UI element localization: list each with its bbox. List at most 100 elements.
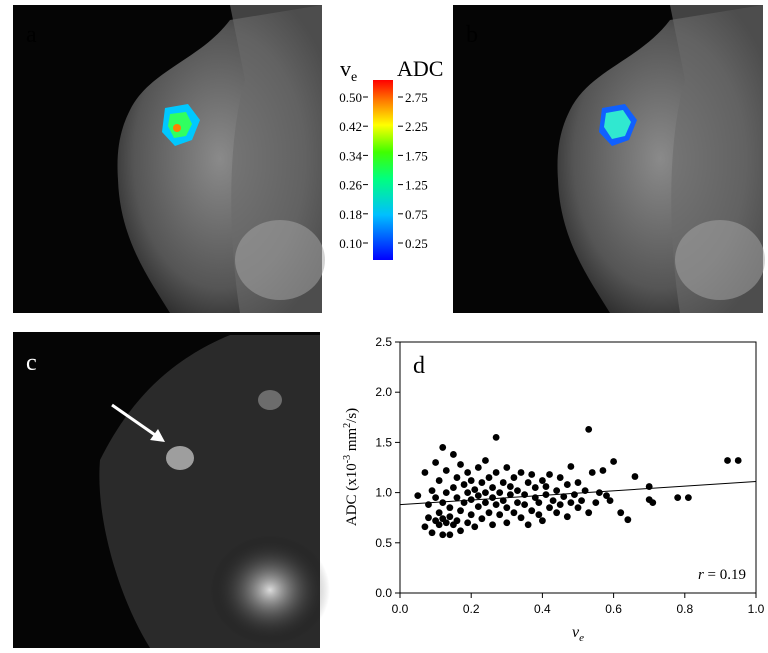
point xyxy=(432,459,439,466)
trend-line xyxy=(399,481,757,506)
point xyxy=(556,474,564,481)
point xyxy=(471,486,479,493)
adc-tick-label: 0.25 xyxy=(405,236,428,251)
annotation-text: = 0.19 xyxy=(704,567,746,583)
point xyxy=(503,464,511,471)
point xyxy=(510,509,518,517)
point xyxy=(506,491,514,499)
point xyxy=(524,521,532,529)
point xyxy=(563,481,571,488)
point xyxy=(414,492,422,500)
point xyxy=(503,519,511,527)
point xyxy=(450,484,457,491)
image-a xyxy=(13,5,325,313)
point xyxy=(482,457,489,464)
point xyxy=(435,509,443,517)
point xyxy=(517,514,525,522)
point xyxy=(514,499,521,507)
adc-tick-label: 2.75 xyxy=(405,90,428,105)
point xyxy=(499,479,507,486)
point xyxy=(453,517,461,525)
x-label-sub: e xyxy=(579,632,584,644)
y-tick-label: 0.5 xyxy=(375,536,392,550)
point xyxy=(453,494,461,502)
adc-tick-label: 1.25 xyxy=(405,178,428,193)
point xyxy=(457,507,464,515)
point xyxy=(595,489,603,496)
point xyxy=(464,489,472,496)
point xyxy=(734,457,742,464)
point xyxy=(684,494,692,502)
point xyxy=(585,509,593,517)
point xyxy=(496,489,504,496)
point xyxy=(499,497,507,505)
ve-tick-label: 0.50 xyxy=(339,90,362,105)
point xyxy=(432,494,439,502)
panel-label: c xyxy=(26,350,37,376)
x-tick-label: 0.8 xyxy=(676,602,693,616)
y-label-sup: -3 xyxy=(342,455,353,463)
x-label-main: v xyxy=(572,624,580,641)
point xyxy=(617,509,625,517)
y-label-part: mm xyxy=(344,427,360,454)
point xyxy=(574,479,582,486)
x-tick-label: 0.4 xyxy=(534,602,551,616)
point xyxy=(588,469,596,476)
point xyxy=(585,425,593,433)
point xyxy=(446,513,454,521)
point xyxy=(567,499,575,507)
point xyxy=(478,479,486,486)
y-label-part: ADC (x10 xyxy=(344,463,360,526)
point xyxy=(460,481,468,488)
point xyxy=(539,517,546,525)
point xyxy=(442,519,450,527)
point xyxy=(442,489,450,496)
y-tick-label: 2.5 xyxy=(375,335,392,349)
point xyxy=(535,511,543,519)
point xyxy=(425,514,432,522)
point xyxy=(492,469,500,476)
panel-label: b xyxy=(466,22,478,48)
point xyxy=(442,467,450,474)
adc-tick-label: 0.75 xyxy=(405,207,428,222)
point xyxy=(446,531,454,539)
point xyxy=(649,499,657,507)
point xyxy=(574,504,582,512)
point xyxy=(467,511,475,519)
point xyxy=(546,504,553,512)
x-tick-label: 0.2 xyxy=(463,602,480,616)
point xyxy=(489,494,496,502)
point xyxy=(524,479,532,486)
point xyxy=(474,503,482,511)
panel-label: a xyxy=(26,22,37,48)
point xyxy=(567,463,575,470)
point xyxy=(435,477,443,484)
point xyxy=(724,457,731,464)
ve-tick-label: 0.26 xyxy=(339,178,362,193)
ve-tick-label: 0.18 xyxy=(339,207,362,222)
point xyxy=(435,521,443,529)
y-label-part: /s) xyxy=(344,408,360,423)
y-label-sup: 2 xyxy=(342,423,353,428)
panel-label: d xyxy=(413,353,425,379)
x-axis-label: ve xyxy=(572,624,584,644)
x-tick-label: 0.6 xyxy=(605,602,622,616)
adc-tick-label: 1.75 xyxy=(405,148,428,163)
point xyxy=(549,497,557,505)
point xyxy=(489,484,496,491)
annotation-var: r xyxy=(698,567,704,583)
point xyxy=(489,521,496,529)
point xyxy=(528,471,536,478)
point xyxy=(439,531,447,539)
ve-tick-label: 0.10 xyxy=(339,236,362,251)
x-tick-label: 1.0 xyxy=(748,602,765,616)
point xyxy=(535,499,543,507)
point xyxy=(496,511,504,519)
point xyxy=(603,492,610,500)
point xyxy=(503,504,511,512)
point xyxy=(492,433,500,441)
point xyxy=(485,474,493,481)
y-tick-label: 2.0 xyxy=(375,385,392,399)
x-tick-label: 0.0 xyxy=(392,602,409,616)
